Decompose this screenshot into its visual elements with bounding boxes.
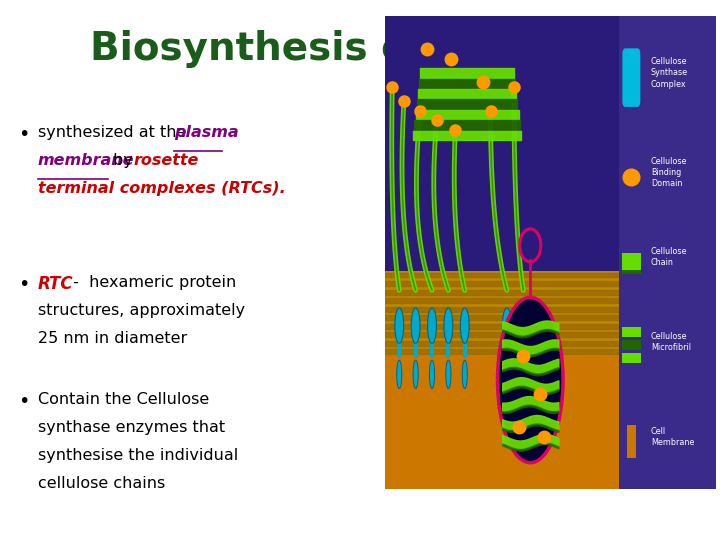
- Text: Cellulose
Microfibril: Cellulose Microfibril: [651, 332, 690, 352]
- Text: •: •: [18, 392, 30, 411]
- Text: by: by: [108, 153, 138, 168]
- Bar: [385, 356, 619, 489]
- Ellipse shape: [521, 360, 526, 389]
- Bar: [621, 327, 641, 337]
- Ellipse shape: [503, 308, 511, 343]
- Ellipse shape: [411, 308, 420, 343]
- Text: Biosynthesis of cellulose: Biosynthesis of cellulose: [89, 30, 631, 68]
- Ellipse shape: [395, 308, 404, 343]
- Ellipse shape: [429, 360, 435, 389]
- Ellipse shape: [397, 360, 402, 389]
- Text: Cellulose
Synthase
Complex: Cellulose Synthase Complex: [651, 57, 688, 89]
- Text: synthase enzymes that: synthase enzymes that: [38, 420, 225, 435]
- Text: synthesise the individual: synthesise the individual: [38, 448, 238, 463]
- Text: RTC: RTC: [38, 275, 73, 293]
- Text: 25 nm in diameter: 25 nm in diameter: [38, 331, 187, 346]
- Text: •: •: [18, 125, 30, 144]
- Text: terminal complexes (RTCs).: terminal complexes (RTCs).: [38, 181, 286, 196]
- Ellipse shape: [444, 308, 453, 343]
- Ellipse shape: [519, 308, 528, 343]
- Ellipse shape: [462, 360, 467, 389]
- Text: -  hexameric protein: - hexameric protein: [68, 275, 236, 290]
- FancyBboxPatch shape: [622, 48, 640, 107]
- Text: structures, approximately: structures, approximately: [38, 303, 245, 318]
- Bar: [621, 340, 641, 350]
- Bar: [621, 270, 641, 274]
- Text: •: •: [18, 275, 30, 294]
- Text: Cellulose
Binding
Domain: Cellulose Binding Domain: [651, 157, 688, 188]
- Text: plasma: plasma: [174, 125, 238, 140]
- Bar: [385, 271, 619, 356]
- Text: rosette: rosette: [134, 153, 199, 168]
- Ellipse shape: [413, 360, 418, 389]
- Text: membrane: membrane: [38, 153, 135, 168]
- Text: Cellulose
Chain: Cellulose Chain: [651, 247, 688, 267]
- Ellipse shape: [460, 308, 469, 343]
- Bar: [621, 253, 641, 271]
- Text: Contain the Cellulose: Contain the Cellulose: [38, 392, 210, 407]
- Bar: [621, 353, 641, 363]
- Ellipse shape: [446, 360, 451, 389]
- Ellipse shape: [428, 308, 436, 343]
- Text: Cell
Membrane: Cell Membrane: [651, 427, 694, 447]
- Ellipse shape: [504, 360, 510, 389]
- Bar: [627, 425, 636, 458]
- Ellipse shape: [498, 298, 563, 463]
- Text: synthesized at the: synthesized at the: [38, 125, 192, 140]
- Text: cellulose chains: cellulose chains: [38, 476, 166, 491]
